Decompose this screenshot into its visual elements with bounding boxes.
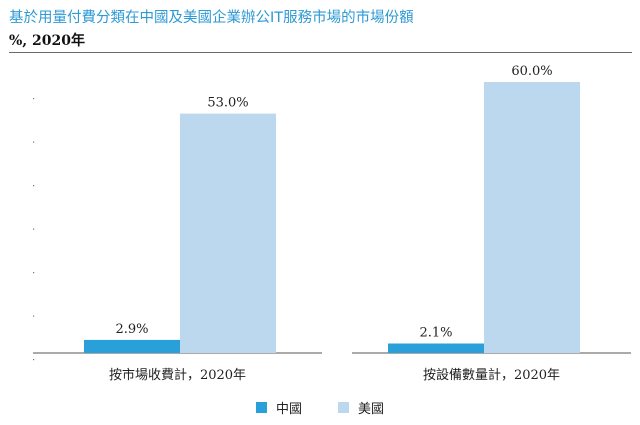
legend-label-china: 中國 — [275, 402, 302, 417]
legend: 中國 美國 — [0, 398, 640, 417]
y-tick-mark — [33, 228, 35, 230]
legend-label-usa: 美國 — [358, 402, 385, 417]
data-label: 2.1% — [419, 326, 452, 341]
title-divider — [9, 52, 632, 53]
y-tick-mark — [33, 141, 35, 143]
data-label: 60.0% — [511, 64, 552, 79]
y-tick-mark — [33, 315, 35, 317]
bar-china — [84, 339, 180, 353]
chart-subtitle: %, 2020年 — [9, 33, 86, 49]
data-label: 2.9% — [115, 322, 148, 337]
legend-item-china: 中國 — [255, 398, 302, 417]
y-tick-mark — [33, 272, 35, 274]
y-tick-mark — [33, 185, 35, 187]
bar-china — [388, 343, 484, 353]
bar-usa — [484, 82, 580, 353]
y-tick-mark — [33, 98, 35, 100]
legend-swatch-china — [255, 402, 267, 413]
chart-title: 基於用量付費分類在中國及美國企業辦公IT服務市場的市場份額 — [9, 10, 414, 26]
legend-swatch-usa — [338, 402, 349, 413]
category-label: 按設備數量計，2020年 — [423, 367, 560, 383]
data-label: 53.0% — [207, 96, 248, 111]
bar-usa — [180, 113, 276, 353]
y-tick-mark — [33, 359, 35, 361]
category-label: 按市場收費計，2020年 — [109, 367, 246, 383]
legend-item-usa: 美國 — [338, 398, 384, 417]
